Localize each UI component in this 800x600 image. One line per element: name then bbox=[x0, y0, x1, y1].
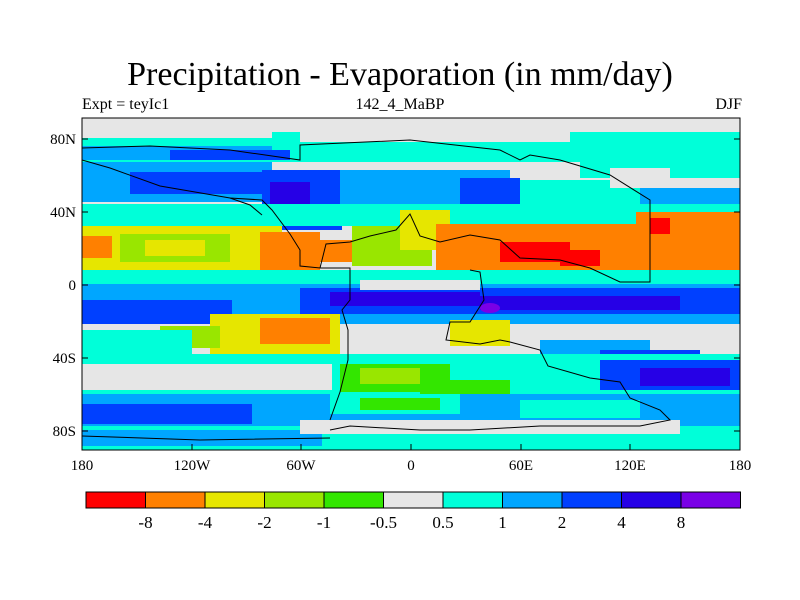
y-tick-label: 40N bbox=[50, 205, 76, 221]
x-tick-label: 120W bbox=[174, 458, 212, 474]
field-cyan-tropic-n bbox=[82, 270, 740, 284]
experiment-label: Expt = teyIc1 bbox=[82, 96, 170, 113]
field-dblue-n-atlantic bbox=[460, 178, 520, 208]
colorbar-swatch bbox=[204, 491, 265, 509]
y-tick-label: 40S bbox=[53, 351, 76, 367]
x-tick-label: 180 bbox=[71, 458, 94, 474]
colorbar-swatch bbox=[85, 491, 146, 509]
field-gray-eq bbox=[360, 280, 480, 290]
map-field bbox=[82, 118, 740, 450]
field-red-e-pacific bbox=[650, 218, 670, 234]
field-arctic-gray-e bbox=[300, 118, 570, 142]
continent-outlines bbox=[82, 139, 672, 441]
colorbar-label: 1 bbox=[498, 513, 507, 532]
x-tick-marks bbox=[81, 444, 741, 450]
field-purple-itcz-w bbox=[330, 292, 480, 306]
map-title: Precipitation - Evaporation (in mm/day) bbox=[127, 56, 673, 93]
field-dblue-npac-storm bbox=[130, 172, 270, 194]
colorbar-swatch bbox=[680, 491, 741, 509]
field-arctic-gray-w bbox=[82, 118, 272, 138]
colorbar-swatch bbox=[442, 491, 503, 509]
colorbar-label: -2 bbox=[257, 513, 271, 532]
colorbar-label: 8 bbox=[677, 513, 686, 532]
field-blue-antarctic bbox=[82, 430, 322, 446]
field-yellow-pac-core bbox=[145, 240, 205, 256]
field-cyan-s-storm-e bbox=[520, 400, 640, 418]
x-tick-label: 60E bbox=[509, 458, 533, 474]
colorbar-label: 2 bbox=[558, 513, 567, 532]
x-tick-label: 120E bbox=[614, 458, 646, 474]
field-gray-ne bbox=[610, 168, 670, 188]
y-tick-label: 0 bbox=[69, 278, 77, 294]
field-dblue-w-pacific bbox=[82, 300, 232, 324]
y-tick-marks bbox=[82, 138, 740, 432]
peninsula-outline bbox=[229, 197, 263, 216]
colorbar-label: -8 bbox=[138, 513, 152, 532]
x-tick-label: 60W bbox=[286, 458, 316, 474]
colorbar-label: 4 bbox=[617, 513, 626, 532]
season-label: DJF bbox=[715, 96, 742, 113]
colorbar-swatch bbox=[561, 491, 622, 509]
field-orange-s-pacific bbox=[260, 318, 330, 344]
field-violet-max bbox=[480, 303, 500, 313]
age-label: 142_4_MaBP bbox=[355, 96, 445, 113]
field-lgreen-s-land bbox=[360, 368, 420, 384]
colorbar-label: -4 bbox=[198, 513, 213, 532]
colorbar-labels: -8 -4 -2 -1 -0.5 0.5 1 2 4 8 bbox=[138, 513, 685, 532]
southern-continent-east-outline bbox=[329, 269, 672, 431]
colorbar-swatch bbox=[323, 491, 384, 509]
field-red-desert-e bbox=[560, 250, 600, 266]
y-tick-labels: 80N 40N 0 40S 80S bbox=[50, 132, 76, 440]
field-red-desert bbox=[500, 242, 570, 262]
colorbar-swatch bbox=[264, 491, 325, 509]
field-orange-pac-w bbox=[82, 236, 112, 258]
field-gray-antarctic bbox=[300, 420, 680, 434]
field-cyan-s-pacific bbox=[82, 330, 192, 354]
antarctic-outline bbox=[82, 435, 331, 441]
x-tick-labels: 180 120W 60W 0 60E 120E 180 bbox=[71, 458, 752, 474]
field-purple-s-pacific bbox=[640, 368, 730, 386]
colorbar bbox=[85, 491, 741, 509]
colorbar-label: -1 bbox=[317, 513, 331, 532]
field-green-s-storm bbox=[360, 398, 440, 410]
x-tick-label: 180 bbox=[729, 458, 752, 474]
northern-continent-outline bbox=[82, 139, 651, 283]
colorbar-swatch bbox=[383, 491, 444, 509]
field-yellow-s-africa bbox=[450, 320, 510, 346]
field-gray-s-pacific bbox=[82, 364, 332, 390]
colorbar-swatch bbox=[502, 491, 563, 509]
colorbar-label: 0.5 bbox=[432, 513, 453, 532]
colorbar-swatch bbox=[145, 491, 206, 509]
colorbar-swatch bbox=[621, 491, 682, 509]
field-dblue-s-storm bbox=[82, 404, 252, 424]
y-tick-label: 80N bbox=[50, 132, 76, 148]
field-dblue-n-pacific bbox=[170, 150, 290, 160]
x-tick-label: 0 bbox=[407, 458, 415, 474]
colorbar-label: -0.5 bbox=[370, 513, 397, 532]
field-purple-itcz-e bbox=[480, 296, 680, 310]
y-tick-label: 80S bbox=[53, 424, 76, 440]
southern-continent-west-coast bbox=[320, 267, 351, 421]
